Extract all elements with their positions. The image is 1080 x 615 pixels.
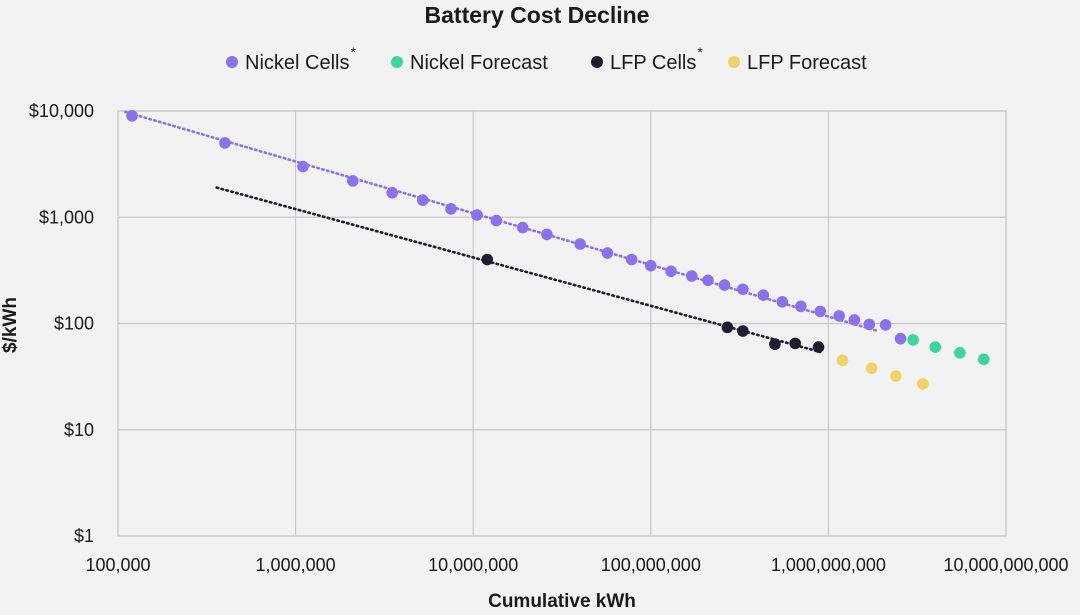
nickel-cells-point xyxy=(126,110,138,122)
nickel-cells-point xyxy=(347,175,359,187)
legend-marker xyxy=(728,56,740,68)
x-axis-label: Cumulative kWh xyxy=(488,591,636,612)
nickel-cells-point xyxy=(894,332,907,345)
nickel-cells-point xyxy=(574,238,586,250)
nickel-cells-point xyxy=(795,300,807,313)
legend-marker xyxy=(391,56,403,68)
lfp-cells-point xyxy=(789,337,801,350)
nickel-cells-point xyxy=(601,247,614,259)
legend-asterisk: * xyxy=(697,44,703,60)
x-tick-label: 1,000,000,000 xyxy=(771,555,886,575)
data-points xyxy=(126,110,990,390)
x-tick-label: 10,000,000,000 xyxy=(943,555,1068,575)
legend-label: Nickel Cells xyxy=(245,52,349,74)
legend: Nickel Cells * Nickel Forecast LFP Cells * LF… xyxy=(226,44,867,74)
y-tick-label: $1,000 xyxy=(39,207,94,227)
lfp-forecast-point xyxy=(836,354,849,367)
nickel-cells-point xyxy=(416,194,429,206)
lfp-cells-point xyxy=(737,325,749,337)
nickel-cells-point xyxy=(702,274,714,287)
plot-frame xyxy=(117,110,1007,537)
y-tick-label: $100 xyxy=(54,314,94,334)
y-tick-label: $10,000 xyxy=(29,101,94,121)
nickel-cells-point xyxy=(848,314,861,326)
nickel-cells-point xyxy=(833,310,845,322)
nickel-cells-point xyxy=(718,279,731,291)
nickel-forecast-point xyxy=(907,334,919,346)
nickel-cells-point xyxy=(471,209,483,221)
chart-title: Battery Cost Decline xyxy=(425,2,650,28)
x-tick-label: 100,000 xyxy=(85,555,150,575)
nickel-cells-point xyxy=(863,318,876,331)
nickel-cells-point xyxy=(737,283,749,296)
legend-item-nickel-forecast: Nickel Forecast xyxy=(391,52,548,74)
lfp-cells-point xyxy=(481,253,494,266)
legend-item-lfp-forecast: LFP Forecast xyxy=(728,52,867,74)
nickel-cells-point xyxy=(685,270,698,282)
x-tick-label: 1,000,000 xyxy=(256,555,336,575)
legend-item-lfp-cells: LFP Cells * xyxy=(591,44,703,74)
nickel-cells-point xyxy=(219,137,231,149)
legend-asterisk: * xyxy=(350,44,356,60)
lfp-cells-point xyxy=(812,341,825,353)
nickel-cells-point xyxy=(541,228,553,241)
nickel-cells-point xyxy=(386,186,399,199)
legend-label: Nickel Forecast xyxy=(410,52,548,74)
trendlines xyxy=(124,110,880,354)
nickel-cells-point xyxy=(625,253,638,266)
lfp-cells-point xyxy=(769,338,781,350)
nickel-cells-point xyxy=(776,296,789,308)
nickel-cells-point xyxy=(879,319,892,331)
nickel-cells-point xyxy=(757,289,770,301)
nickel-cells-point xyxy=(490,214,503,227)
legend-item-nickel-cells: Nickel Cells * xyxy=(226,44,356,74)
tick-labels: 100,000 1,000,000 10,000,000 100,000,000 1,0… xyxy=(29,101,1069,575)
nickel-forecast-point xyxy=(929,341,942,353)
nickel-forecast-point xyxy=(978,353,990,366)
legend-marker xyxy=(591,56,603,68)
y-tick-label: $1 xyxy=(74,526,94,546)
nickel-cells-point xyxy=(814,305,827,318)
trendline xyxy=(215,186,822,354)
nickel-cells-point xyxy=(445,203,457,215)
nickel-cells-point xyxy=(297,160,309,173)
lfp-forecast-point xyxy=(890,370,902,382)
nickel-cells-point xyxy=(665,265,677,278)
y-axis-label: $/kWh xyxy=(0,297,21,353)
legend-label: LFP Forecast xyxy=(747,52,867,74)
lfp-cells-point xyxy=(721,321,734,334)
nickel-cells-point xyxy=(516,221,529,234)
lfp-forecast-point xyxy=(865,362,878,374)
y-tick-label: $10 xyxy=(64,420,94,440)
grid xyxy=(117,110,1007,537)
legend-label: LFP Cells xyxy=(610,52,696,74)
nickel-cells-point xyxy=(645,259,657,272)
x-tick-label: 10,000,000 xyxy=(428,555,518,575)
lfp-forecast-point xyxy=(916,378,929,390)
nickel-forecast-point xyxy=(954,346,966,359)
x-tick-label: 100,000,000 xyxy=(601,555,701,575)
legend-marker xyxy=(226,56,238,68)
